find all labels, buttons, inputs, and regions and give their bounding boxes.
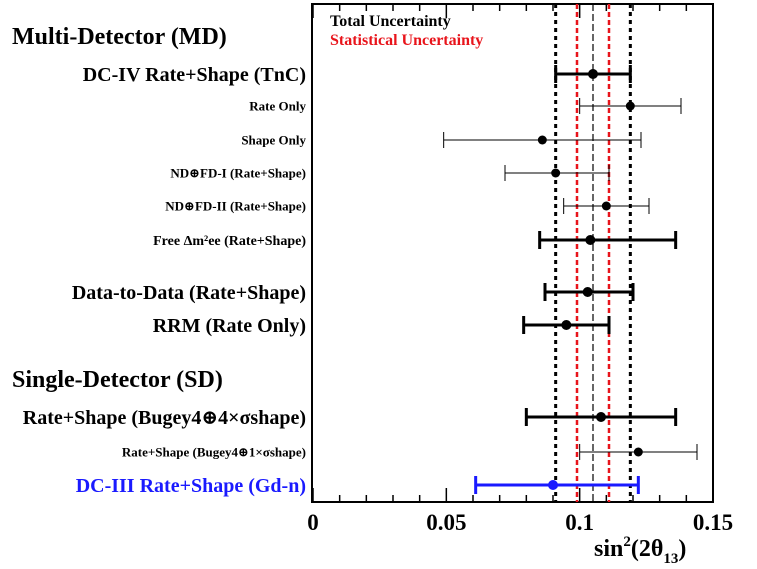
measurement-point <box>474 476 640 494</box>
central-value-dot <box>582 287 593 297</box>
x-tick-label: 0 <box>307 510 319 535</box>
x-tick-label: 0.05 <box>426 510 466 535</box>
measurement-point <box>504 165 610 181</box>
plot-frame <box>311 3 714 503</box>
central-value-dot <box>625 101 635 111</box>
section-title-sd: Single-Detector (SD) <box>12 367 223 393</box>
measurement-label: DC-III Rate+Shape (Gd-n) <box>76 475 306 497</box>
measurement-point <box>524 408 678 426</box>
measurement-point <box>563 198 650 214</box>
measurement-label: Free Δm²ee (Rate+Shape) <box>153 234 306 249</box>
measurement-label: ND⊕FD-I (Rate+Shape) <box>170 165 306 180</box>
central-value-dot <box>561 320 572 330</box>
measurement-point <box>579 98 682 114</box>
central-value-dot <box>551 168 561 178</box>
measurement-label: ND⊕FD-II (Rate+Shape) <box>165 198 306 213</box>
measurement-label: Shape Only <box>241 132 306 147</box>
measurement-labels: DC-IV Rate+Shape (TnC) Rate Only Shape Onl… <box>23 64 307 497</box>
reference-lines <box>554 4 632 502</box>
measurement-point <box>554 65 632 83</box>
x-tick-label: 0.1 <box>565 510 594 535</box>
legend-total-uncertainty: Total Uncertainty <box>330 13 451 30</box>
measurement-point <box>522 316 611 334</box>
measurement-label: Rate Only <box>249 98 306 113</box>
measurement-point <box>543 283 635 301</box>
measurement-label: DC-IV Rate+Shape (TnC) <box>83 64 306 86</box>
measurement-point <box>538 231 678 249</box>
measurement-label: Data-to-Data (Rate+Shape) <box>72 282 306 304</box>
central-value-dot <box>596 412 606 422</box>
central-value-dot <box>633 447 643 457</box>
x-axis: 0 0.05 0.1 0.15 <box>307 4 733 535</box>
measurement-label: Rate+Shape (Bugey4⊕1×σshape) <box>122 444 306 459</box>
measurement-marks <box>443 65 698 494</box>
x-axis-label: sin2(2θ13) <box>594 534 686 567</box>
section-title-md: Multi-Detector (MD) <box>12 24 227 50</box>
measurement-point <box>443 132 642 148</box>
measurement-label: Rate+Shape (Bugey4⊕4×σshape) <box>23 407 306 429</box>
x-tick-label: 0.15 <box>693 510 733 535</box>
central-value-dot <box>601 201 611 211</box>
legend-statistical-uncertainty: Statistical Uncertainty <box>330 32 483 49</box>
central-value-dot <box>588 69 598 79</box>
central-value-dot <box>585 235 596 245</box>
measurement-label: RRM (Rate Only) <box>153 315 306 337</box>
measurement-point <box>579 444 698 460</box>
central-value-dot <box>548 480 558 490</box>
central-value-dot <box>537 135 547 145</box>
